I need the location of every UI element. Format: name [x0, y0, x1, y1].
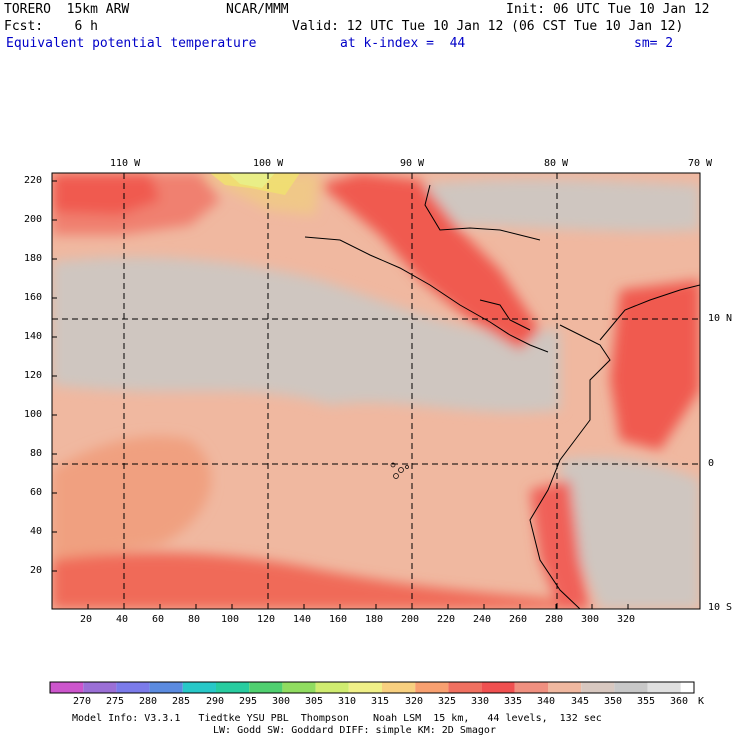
lat-label: 0 [708, 458, 715, 469]
x-tick-label: 120 [257, 614, 276, 625]
x-tick-label: 200 [401, 614, 420, 625]
colorbar-label: 360 [670, 696, 689, 707]
colorbar-label: 280 [139, 696, 158, 707]
colorbar-swatch [548, 682, 582, 693]
colorbar-swatch [514, 682, 548, 693]
colorbar-label: 310 [338, 696, 357, 707]
colorbar-label: 325 [438, 696, 457, 707]
theta-e-field [52, 173, 700, 609]
colorbar-label: 355 [637, 696, 656, 707]
y-tick-label: 120 [24, 370, 43, 381]
colorbar-swatch [50, 682, 84, 693]
forecast-hour: Fcst: 6 h [4, 19, 98, 34]
y-tick-label: 80 [30, 448, 43, 459]
y-tick-label: 20 [30, 565, 43, 576]
colorbar-swatch [116, 682, 150, 693]
colorbar-swatch [415, 682, 449, 693]
colorbar-swatch [448, 682, 482, 693]
colorbar-label: 345 [571, 696, 590, 707]
colorbar-swatch [581, 682, 615, 693]
colorbar-swatch [315, 682, 349, 693]
colorbar-swatch [83, 682, 117, 693]
model-info-line1: Model Info: V3.3.1 Tiedtke YSU PBL Thomp… [72, 713, 602, 724]
x-tick-label: 320 [617, 614, 636, 625]
y-tick-label: 180 [24, 253, 43, 264]
y-tick-label: 100 [24, 409, 43, 420]
x-tick-label: 260 [509, 614, 528, 625]
colorbar-swatch [680, 682, 695, 693]
colorbar-label: 350 [604, 696, 623, 707]
colorbar-swatch [149, 682, 183, 693]
colorbar-swatch [348, 682, 382, 693]
x-tick-label: 80 [188, 614, 201, 625]
colorbar-label: 340 [537, 696, 556, 707]
colorbar-swatch [481, 682, 515, 693]
colorbar-label: 295 [239, 696, 258, 707]
colorbar-swatch [647, 682, 681, 693]
org-label: NCAR/MMM [226, 2, 289, 17]
y-tick-label: 200 [24, 214, 43, 225]
lon-label: 90 W [400, 158, 425, 169]
colorbar-swatch [249, 682, 283, 693]
colorbar-label: 315 [371, 696, 390, 707]
colorbar-label: 320 [405, 696, 424, 707]
level-label: at k-index = 44 [340, 36, 466, 51]
y-tick-label: 160 [24, 292, 43, 303]
colorbar-label: 285 [172, 696, 191, 707]
lat-label: 10 S [708, 602, 733, 613]
colorbar-swatch [282, 682, 316, 693]
colorbar-swatch [614, 682, 648, 693]
colorbar-label: 330 [471, 696, 490, 707]
lat-label: 10 N [708, 313, 733, 324]
colorbar-label: 290 [206, 696, 225, 707]
tick-marks [52, 180, 629, 609]
colorbar-swatch [216, 682, 250, 693]
lon-label: 100 W [253, 158, 284, 169]
x-tick-label: 40 [116, 614, 129, 625]
y-tick-label: 40 [30, 526, 43, 537]
lat-lon-grid [52, 173, 700, 609]
x-tick-label: 160 [329, 614, 348, 625]
smoothing-label: sm= 2 [634, 36, 674, 51]
x-tick-label: 60 [152, 614, 165, 625]
x-tick-label: 180 [365, 614, 384, 625]
init-time: Init: 06 UTC Tue 10 Jan 12 [506, 2, 710, 17]
colorbar-swatch [182, 682, 216, 693]
x-tick-label: 280 [545, 614, 564, 625]
valid-time: Valid: 12 UTC Tue 10 Jan 12 (06 CST Tue … [292, 19, 684, 34]
colorbar-label: 270 [73, 696, 92, 707]
colorbar [49, 681, 695, 694]
model-info-line2: LW: Godd SW: Goddard DIFF: simple KM: 2D… [213, 725, 496, 736]
lon-label: 110 W [110, 158, 141, 169]
colorbar-unit: K [698, 696, 705, 707]
x-tick-label: 140 [293, 614, 312, 625]
lon-label: 70 W [688, 158, 713, 169]
x-tick-label: 220 [437, 614, 456, 625]
y-tick-label: 140 [24, 331, 43, 342]
x-tick-label: 100 [221, 614, 240, 625]
colorbar-label: 335 [504, 696, 523, 707]
colorbar-label: 275 [106, 696, 125, 707]
lon-label: 80 W [544, 158, 569, 169]
field-name: Equivalent potential temperature [6, 36, 257, 51]
colorbar-label: 300 [272, 696, 291, 707]
x-tick-label: 240 [473, 614, 492, 625]
colorbar-label: 305 [305, 696, 324, 707]
model-title: TORERO 15km ARW [4, 2, 130, 17]
y-tick-label: 220 [24, 175, 43, 186]
y-tick-label: 60 [30, 487, 43, 498]
x-tick-label: 300 [581, 614, 600, 625]
x-tick-label: 20 [80, 614, 93, 625]
colorbar-swatch [382, 682, 416, 693]
